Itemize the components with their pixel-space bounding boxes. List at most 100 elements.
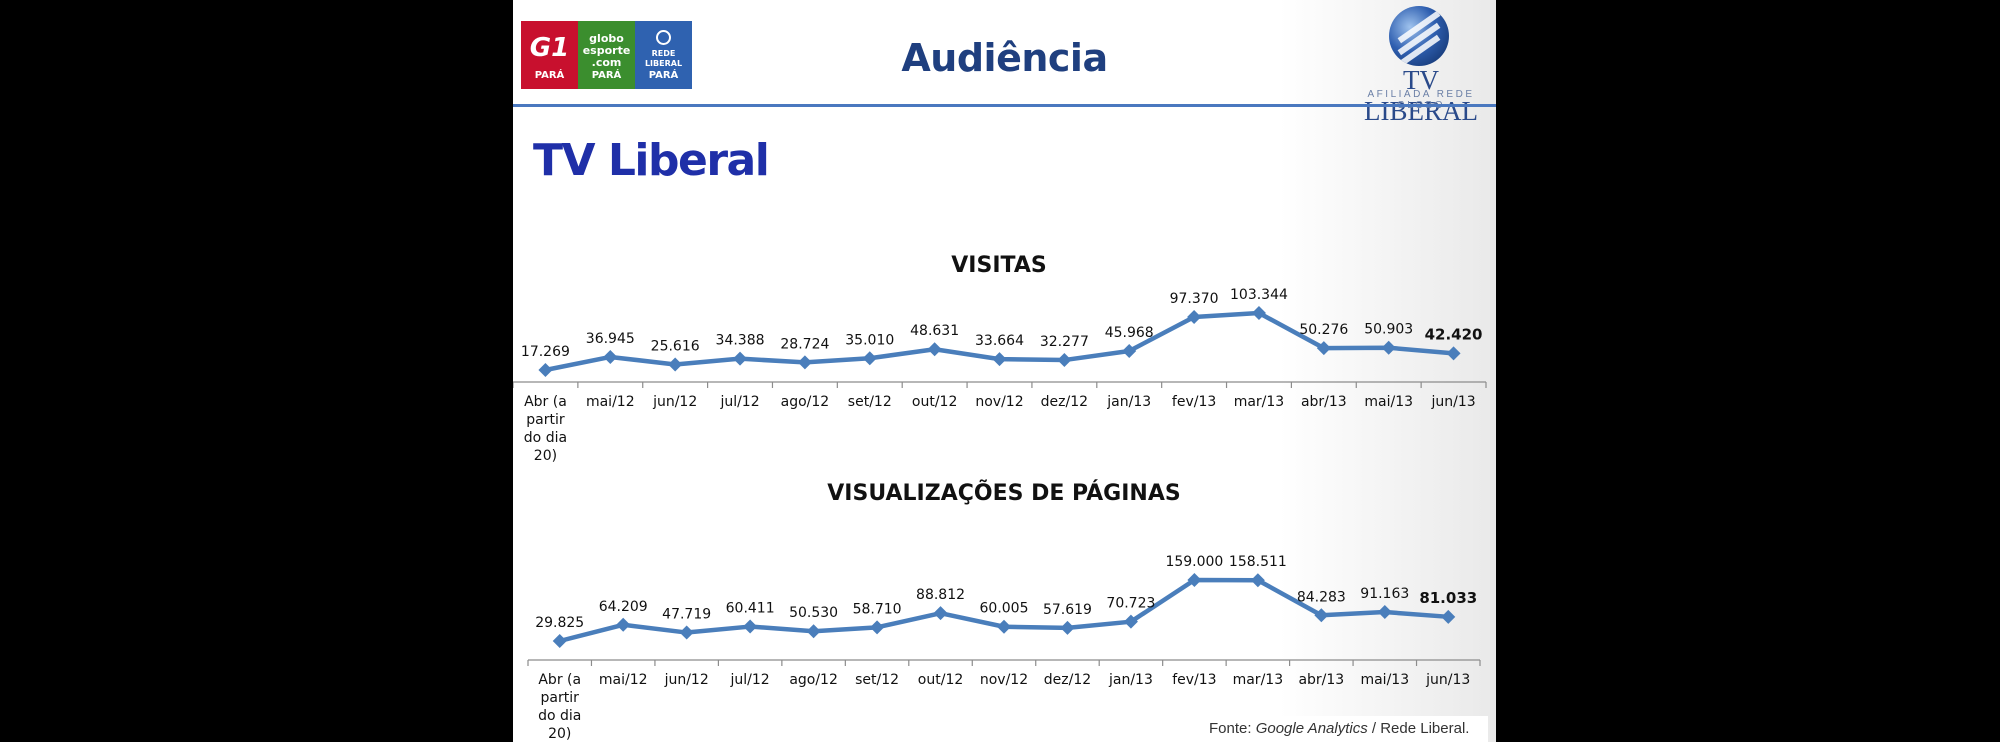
- brand-name: TV LIBERAL: [1364, 65, 1478, 126]
- visitas-category-label: ago/12: [781, 394, 830, 410]
- pageviews-point-marker: [743, 619, 758, 634]
- visitas-data-label: 33.664: [975, 333, 1024, 349]
- pageviews-category-label: abr/13: [1298, 672, 1344, 688]
- g1-logo-sub: PARÁ: [534, 70, 565, 81]
- visitas-point-marker: [1251, 306, 1266, 321]
- pageviews-data-label: 158.511: [1229, 554, 1287, 570]
- visitas-data-label: 25.616: [651, 338, 700, 354]
- pageviews-point-marker: [552, 634, 567, 648]
- source-prefix: Fonte:: [1209, 720, 1256, 737]
- globoesporte-logo: globo esporte .com PARÁ: [578, 21, 635, 89]
- source-note: Fonte: Google Analytics / Rede Liberal.: [1195, 716, 1488, 742]
- visitas-category-label: set/12: [848, 394, 892, 410]
- pageviews-data-label: 60.005: [980, 601, 1029, 617]
- pageviews-category-label: dez/12: [1044, 672, 1091, 688]
- visitas-point-marker: [603, 349, 618, 364]
- pageviews-category-label: jul/12: [730, 672, 770, 688]
- pageviews-category-label: out/12: [918, 672, 963, 688]
- visitas-point-marker: [668, 357, 683, 372]
- visitas-point-marker: [1381, 340, 1396, 355]
- pageviews-point-marker: [1250, 573, 1265, 588]
- visitas-point-marker: [1446, 346, 1461, 361]
- pageviews-point-marker: [806, 624, 821, 639]
- pageviews-category-label: Abr (a partir do dia 20): [538, 672, 581, 742]
- visitas-data-label: 48.631: [910, 323, 959, 339]
- page-title: TV Liberal: [533, 135, 770, 186]
- pageviews-data-label: 50.530: [789, 605, 838, 621]
- pageviews-point-marker: [933, 606, 948, 621]
- pageviews-chart: VISUALIZAÇÕES DE PÁGINAS 29.825 Abr (a part…: [527, 480, 1481, 742]
- visitas-category-label: jul/12: [719, 394, 759, 410]
- visitas-point-marker: [797, 355, 812, 370]
- pageviews-point-marker: [1123, 614, 1138, 629]
- visitas-data-label: 97.370: [1170, 291, 1219, 307]
- pageviews-point-marker: [1314, 608, 1329, 623]
- pageviews-data-label: 88.812: [916, 587, 965, 603]
- pageviews-category-label: jun/12: [664, 672, 709, 688]
- g1-logo: G1 PARÁ: [521, 21, 578, 89]
- visitas-point-marker: [992, 352, 1007, 367]
- pageviews-category-label: set/12: [855, 672, 899, 688]
- rede-liberal-logo: REDE LIBERAL PARÁ: [635, 21, 692, 89]
- visitas-point-marker: [927, 342, 942, 357]
- header-divider: [513, 104, 1496, 107]
- visitas-data-label: 36.945: [586, 331, 635, 347]
- visitas-category-label: mai/13: [1364, 394, 1413, 410]
- source-italic: Google Analytics: [1255, 720, 1368, 737]
- globe-icon: [656, 30, 671, 45]
- g1-logo-text: G1: [529, 33, 570, 63]
- tv-liberal-globe-icon: [1389, 6, 1449, 66]
- pageviews-data-label: 58.710: [853, 601, 902, 617]
- pageviews-category-label: jun/13: [1425, 672, 1470, 688]
- visitas-point-marker: [538, 363, 553, 377]
- pageviews-category-label: ago/12: [789, 672, 838, 688]
- globoesporte-logo-text: globo esporte .com: [582, 32, 631, 69]
- visitas-point-marker: [1122, 343, 1137, 358]
- slide: G1 PARÁ globo esporte .com PARÁ REDE LIB…: [513, 0, 1496, 742]
- pageviews-point-marker: [1377, 605, 1392, 620]
- pageviews-data-label: 29.825: [535, 615, 584, 631]
- visitas-data-label: 42.420: [1425, 325, 1483, 343]
- visitas-data-label: 32.277: [1040, 334, 1089, 350]
- pageviews-chart-title: VISUALIZAÇÕES DE PÁGINAS: [827, 480, 1180, 506]
- visitas-data-label: 28.724: [780, 336, 829, 352]
- pageviews-data-label: 91.163: [1360, 586, 1409, 602]
- visitas-data-label: 45.968: [1105, 325, 1154, 341]
- pageviews-point-marker: [870, 620, 885, 635]
- pageviews-category-label: mai/12: [599, 672, 648, 688]
- visitas-data-label: 34.388: [716, 333, 765, 349]
- visitas-category-label: jun/12: [652, 394, 697, 410]
- pageviews-category-label: nov/12: [980, 672, 1028, 688]
- pageviews-category-label: jan/13: [1108, 672, 1153, 688]
- pageviews-data-label: 84.283: [1297, 589, 1346, 605]
- pageviews-data-label: 60.411: [726, 601, 775, 617]
- visitas-category-label: nov/12: [975, 394, 1023, 410]
- pageviews-data-label: 81.033: [1419, 589, 1477, 607]
- pageviews-point-marker: [1441, 609, 1456, 624]
- pageviews-category-label: mar/13: [1233, 672, 1284, 688]
- visitas-chart: VISITAS 17.269 Abr (a partir do dia 20) 36.945…: [513, 253, 1487, 464]
- visitas-category-label: mar/13: [1234, 394, 1285, 410]
- visitas-point-marker: [1187, 309, 1202, 324]
- visitas-point-marker: [733, 351, 748, 366]
- pageviews-point-marker: [997, 619, 1011, 634]
- pageviews-data-label: 159.000: [1165, 554, 1223, 570]
- header-title: Audiência: [901, 36, 1108, 80]
- visitas-data-label: 50.276: [1299, 322, 1348, 338]
- pageviews-point-marker: [616, 617, 631, 632]
- pageviews-data-label: 47.719: [662, 607, 711, 623]
- visitas-data-label: 35.010: [845, 332, 894, 348]
- source-suffix: / Rede Liberal.: [1367, 720, 1470, 737]
- visitas-point-marker: [862, 351, 877, 366]
- visitas-category-label: mai/12: [586, 394, 635, 410]
- pageviews-category-label: fev/13: [1172, 672, 1216, 688]
- pageviews-data-label: 64.209: [599, 599, 648, 615]
- visitas-category-label: dez/12: [1041, 394, 1088, 410]
- pageviews-point-marker: [679, 625, 694, 640]
- visitas-category-label: fev/13: [1172, 394, 1216, 410]
- pageviews-point-marker: [1060, 620, 1075, 635]
- pageviews-category-label: mai/13: [1360, 672, 1409, 688]
- rede-liberal-logo-text: REDE LIBERAL: [644, 49, 683, 68]
- visitas-chart-title: VISITAS: [951, 253, 1046, 278]
- globoesporte-logo-sub: PARÁ: [591, 70, 622, 81]
